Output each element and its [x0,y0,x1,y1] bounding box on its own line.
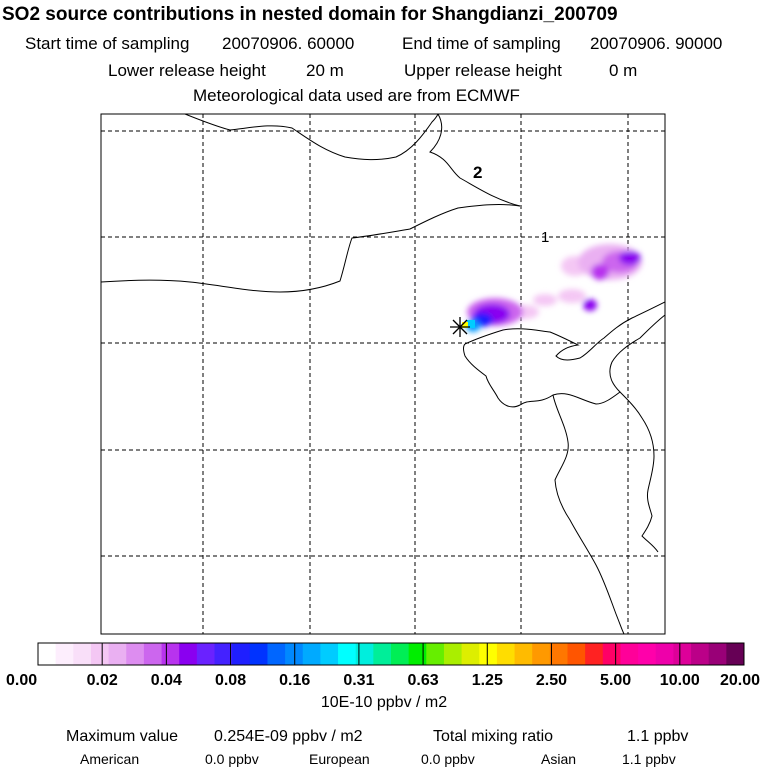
colorbar-swatch [373,643,392,665]
colorbar-swatch [285,643,304,665]
colorbar-swatch [232,643,251,665]
colorbar-swatch [691,643,710,665]
colorbar-swatch [514,643,533,665]
colorbar-tick-label: 0.31 [343,672,375,689]
concentration-plume [462,244,642,332]
colorbar-swatch [214,643,233,665]
colorbar-tick-label: 0.00 [6,672,38,689]
coastline [464,301,665,361]
contour-label-2: 2 [473,163,482,182]
colorbar-tick-label: 0.16 [279,672,311,689]
colorbar-tick-label: 5.00 [600,672,632,689]
figure-title: SO2 source contributions in nested domai… [2,4,618,25]
colorbar-unit: 10E-10 ppbv / m2 [320,694,448,711]
american-label: American [80,751,140,767]
colorbar-swatch [302,643,321,665]
colorbar-tick-label: 0.08 [214,672,247,689]
max-value: 0.254E-09 ppbv / m2 [214,728,363,745]
colorbar-swatch [567,643,586,665]
end-time-value: 20070906. 90000 [590,34,723,53]
colorbar-swatch [249,643,268,665]
end-time-label: End time of sampling [402,34,561,53]
colorbar [37,642,745,666]
lower-release-value: 20 m [306,61,344,80]
colorbar-swatch [38,643,57,665]
colorbar-swatch [496,643,515,665]
colorbar-swatch [532,643,551,665]
colorbar-swatch [196,643,215,665]
colorbar-tick-label: 10.00 [659,672,700,689]
lower-release-label: Lower release height [108,61,266,80]
colorbar-swatch [602,643,621,665]
colorbar-tick-label: 0.63 [407,672,439,689]
colorbar-swatch [161,643,180,665]
met-data-line: Meteorological data used are from ECMWF [193,86,520,105]
colorbar-swatch [461,643,480,665]
colorbar-swatch [620,643,639,665]
colorbar-tick-label: 0.04 [150,672,182,689]
colorbar-swatch [126,643,145,665]
asian-label: Asian [541,751,577,767]
colorbar-swatch [638,643,657,665]
colorbar-swatch [549,643,568,665]
colorbar-swatch [338,643,357,665]
colorbar-swatch [267,643,286,665]
site-marker-star [450,317,470,337]
colorbar-swatch [585,643,604,665]
colorbar-swatch [143,643,162,665]
american-value: 0.0 ppbv [205,751,259,767]
colorbar-swatch [73,643,92,665]
china-coast-south [552,394,625,634]
total-mixing-label: Total mixing ratio [433,728,554,745]
european-value: 0.0 ppbv [421,751,475,767]
border-line-east [429,114,521,207]
colorbar-swatch [479,643,498,665]
map-frame [100,113,666,635]
colorbar-swatch [179,643,198,665]
colorbar-swatch [426,643,445,665]
total-mixing-value: 1.1 ppbv [627,728,689,745]
colorbar-swatch [320,643,339,665]
start-time-label: Start time of sampling [25,34,190,53]
colorbar-swatch [443,643,462,665]
map-borders [101,114,665,634]
map-grid [101,114,665,634]
colorbar-tick-label: 2.50 [535,672,568,689]
colorbar-swatch [673,643,692,665]
colorbar-swatch [655,643,674,665]
upper-release-label: Upper release height [404,61,562,80]
colorbar-swatch [391,643,410,665]
max-value-label: Maximum value [66,728,179,745]
asian-value: 1.1 ppbv [622,751,676,767]
colorbar-tick-label: 1.25 [471,672,503,689]
colorbar-tick-label: 20.00 [719,672,760,689]
colorbar-swatch [55,643,74,665]
colorbar-swatch [355,643,374,665]
border-line-west [101,204,521,293]
border-line-north [184,114,439,161]
colorbar-border [37,642,745,666]
colorbar-swatch [108,643,127,665]
european-label: European [309,751,370,767]
korea-east-coast [619,391,659,553]
contour-label-1: 1 [541,229,549,246]
colorbar-swatch [708,643,727,665]
colorbar-swatch [90,643,109,665]
colorbar-swatch [408,643,427,665]
start-time-value: 20070906. 60000 [222,34,355,53]
colorbar-swatch [726,643,745,665]
colorbar-tick-label: 0.02 [86,672,118,689]
upper-release-value: 0 m [609,61,638,80]
